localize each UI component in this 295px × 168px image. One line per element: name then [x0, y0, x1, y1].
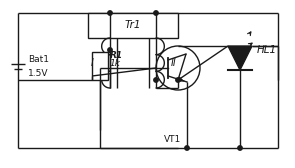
Text: VT1: VT1	[164, 136, 182, 144]
Polygon shape	[228, 46, 252, 70]
Circle shape	[154, 78, 158, 82]
Bar	[88, 13, 178, 38]
Text: II: II	[171, 58, 177, 68]
Text: R1: R1	[110, 52, 123, 60]
Text: Tr1: Tr1	[125, 19, 141, 30]
Text: 1k: 1k	[110, 59, 121, 69]
Circle shape	[108, 48, 112, 52]
Circle shape	[185, 146, 189, 150]
Circle shape	[238, 146, 242, 150]
Text: 1.5V: 1.5V	[28, 70, 48, 78]
Text: I: I	[91, 58, 94, 68]
Circle shape	[108, 11, 112, 15]
Text: Bat1: Bat1	[28, 54, 49, 64]
Bar	[92, 52, 108, 80]
Text: HL1: HL1	[257, 45, 277, 55]
Circle shape	[176, 78, 180, 82]
Circle shape	[154, 11, 158, 15]
